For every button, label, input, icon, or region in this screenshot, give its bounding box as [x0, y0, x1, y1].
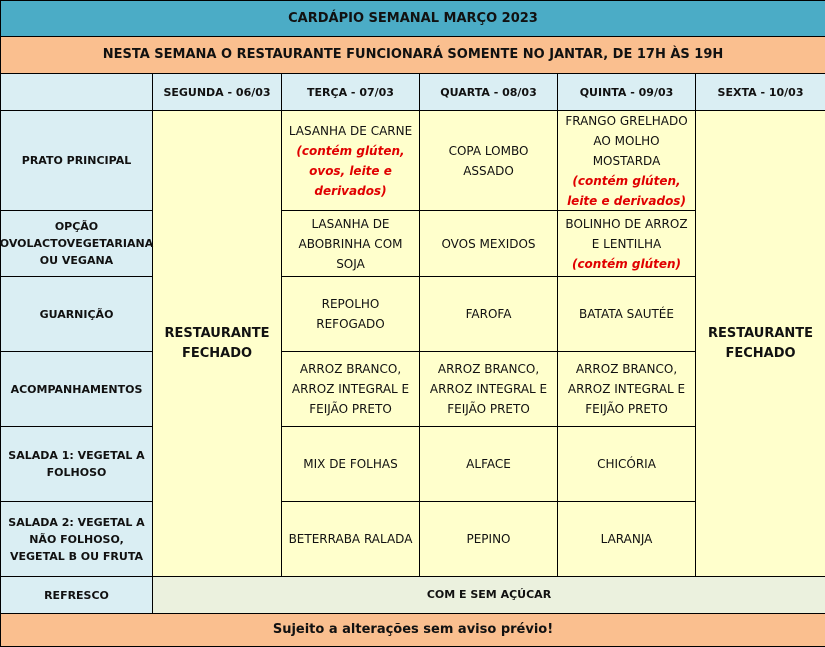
- day-header: TERÇA - 07/03: [282, 74, 419, 110]
- menu-cell: LASANHA DE ABOBRINHA COM SOJA: [282, 211, 419, 276]
- menu-cell: OVOS MEXIDOS: [420, 211, 557, 276]
- dish-name: BATATA SAUTÉE: [579, 307, 674, 321]
- dish-name: ARROZ BRANCO, ARROZ INTEGRAL E FEIJÃO PR…: [429, 362, 548, 416]
- row-label: OPÇÃO OVOLACTOVEGETARIANA OU VEGANA: [0, 211, 153, 276]
- hours-notice: NESTA SEMANA O RESTAURANTE FUNCIONARÁ SO…: [1, 37, 825, 73]
- menu-cell: COPA LOMBO ASSADO: [420, 111, 557, 210]
- menu-cell: FRANGO GRELHADO AO MOLHO MOSTARDA (contém…: [558, 111, 695, 210]
- dish-name: ARROZ BRANCO, ARROZ INTEGRAL E FEIJÃO PR…: [291, 362, 410, 416]
- menu-cell: BATATA SAUTÉE: [558, 277, 695, 351]
- dish-name: COPA LOMBO ASSADO: [448, 143, 529, 178]
- dish-name: ALFACE: [466, 457, 511, 471]
- closed-monday: RESTAURANTE FECHADO: [153, 111, 281, 576]
- allergen-note: (contém glúten, leite e derivados): [567, 173, 686, 208]
- dish-name: OVOS MEXIDOS: [441, 236, 536, 251]
- corner-cell: [1, 74, 152, 110]
- refresco-value: COM E SEM AÇÚCAR: [153, 577, 825, 613]
- dish-name: LASANHA DE ABOBRINHA COM SOJA: [298, 216, 403, 271]
- menu-cell: ALFACE: [420, 427, 557, 501]
- row-label: ACOMPANHAMENTOS: [1, 352, 152, 426]
- dish-name: ARROZ BRANCO, ARROZ INTEGRAL E FEIJÃO PR…: [567, 362, 686, 416]
- day-header: SEGUNDA - 06/03: [153, 74, 281, 110]
- dish-name: LARANJA: [600, 532, 653, 546]
- menu-cell: ARROZ BRANCO, ARROZ INTEGRAL E FEIJÃO PR…: [420, 352, 557, 426]
- day-header: QUINTA - 09/03: [558, 74, 695, 110]
- dish-name: FAROFA: [465, 307, 512, 321]
- menu-cell: BOLINHO DE ARROZ E LENTILHA (contém glúte…: [558, 211, 695, 276]
- menu-cell: ARROZ BRANCO, ARROZ INTEGRAL E FEIJÃO PR…: [282, 352, 419, 426]
- menu-cell: CHICÓRIA: [558, 427, 695, 501]
- dish-name: REPOLHO REFOGADO: [316, 297, 385, 331]
- dish-name: LASANHA DE CARNE: [288, 123, 413, 138]
- row-label: SALADA 2: VEGETAL A NÃO FOLHOSO, VEGETAL…: [1, 502, 152, 576]
- day-header: QUARTA - 08/03: [420, 74, 557, 110]
- closed-friday: RESTAURANTE FECHADO: [696, 111, 825, 576]
- dish-name: BETERRABA RALADA: [288, 532, 413, 546]
- dish-name: FRANGO GRELHADO AO MOLHO MOSTARDA: [565, 113, 688, 168]
- dish-name: BOLINHO DE ARROZ E LENTILHA: [565, 216, 688, 251]
- allergen-note: (contém glúten, ovos, leite e derivados): [296, 143, 405, 198]
- row-label: SALADA 1: VEGETAL A FOLHOSO: [1, 427, 152, 501]
- menu-title: CARDÁPIO SEMANAL MARÇO 2023: [1, 1, 825, 36]
- dish-name: MIX DE FOLHAS: [303, 457, 398, 471]
- allergen-note: (contém glúten): [571, 256, 682, 271]
- footer-note: Sujeito a alterações sem aviso prévio!: [1, 614, 825, 646]
- menu-cell: LASANHA DE CARNE (contém glúten, ovos, le…: [282, 111, 419, 210]
- dish-name: CHICÓRIA: [597, 457, 656, 471]
- menu-cell: LARANJA: [558, 502, 695, 576]
- row-label: GUARNIÇÃO: [1, 277, 152, 351]
- menu-cell: MIX DE FOLHAS: [282, 427, 419, 501]
- menu-cell: REPOLHO REFOGADO: [282, 277, 419, 351]
- menu-cell: FAROFA: [420, 277, 557, 351]
- row-label: REFRESCO: [1, 577, 152, 613]
- menu-cell: ARROZ BRANCO, ARROZ INTEGRAL E FEIJÃO PR…: [558, 352, 695, 426]
- dish-name: PEPINO: [466, 532, 511, 546]
- menu-cell: BETERRABA RALADA: [282, 502, 419, 576]
- menu-cell: PEPINO: [420, 502, 557, 576]
- day-header: SEXTA - 10/03: [696, 74, 825, 110]
- row-label: PRATO PRINCIPAL: [1, 111, 152, 210]
